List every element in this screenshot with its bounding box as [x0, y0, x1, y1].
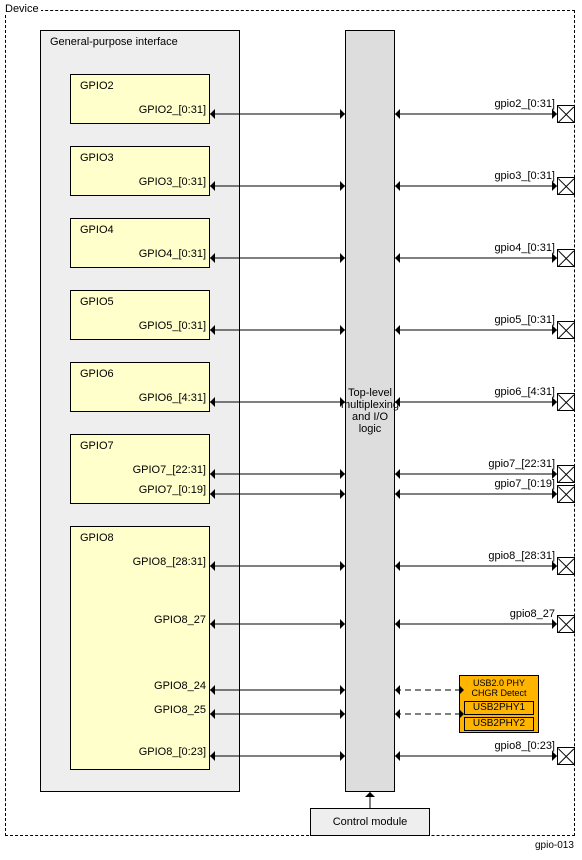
ext-label-3: gpio5_[0:31]	[397, 314, 555, 326]
pad-7	[557, 557, 575, 575]
gpio-title-1: GPIO3	[80, 152, 114, 164]
gpio-signal-6-1: GPIO8_27	[74, 614, 206, 626]
ext-label-7: gpio8_[28:31]	[397, 550, 555, 562]
gpio-title-3: GPIO5	[80, 296, 114, 308]
gpio-title-0: GPIO2	[80, 80, 114, 92]
gpio-signal-6-3: GPIO8_25	[74, 704, 206, 716]
ext-label-4: gpio6_[4:31]	[397, 386, 555, 398]
ext-label-5: gpio7_[22:31]	[397, 458, 555, 470]
pad-0	[557, 105, 575, 123]
gpi-label: General-purpose interface	[50, 36, 178, 48]
gpio-signal-6-2: GPIO8_24	[74, 680, 206, 692]
device-label: Device	[3, 3, 41, 15]
usb-phy2: USB2PHY2	[464, 717, 534, 731]
ext-label-2: gpio4_[0:31]	[397, 242, 555, 254]
pad-3	[557, 321, 575, 339]
usb-phy1: USB2PHY1	[464, 701, 534, 715]
gpio-title-6: GPIO8	[80, 532, 114, 544]
footer-label: gpio-013	[535, 840, 574, 851]
pad-2	[557, 249, 575, 267]
gpio-signal-1-0: GPIO3_[0:31]	[74, 176, 206, 188]
gpio-title-2: GPIO4	[80, 224, 114, 236]
gpio-signal-6-0: GPIO8_[28:31]	[74, 556, 206, 568]
gpio-signal-3-0: GPIO5_[0:31]	[74, 320, 206, 332]
ext-label-11: gpio8_[0:23]	[397, 740, 555, 752]
ext-label-0: gpio2_[0:31]	[397, 98, 555, 110]
gpio-signal-2-0: GPIO4_[0:31]	[74, 248, 206, 260]
gpio-signal-4-0: GPIO6_[4:31]	[74, 392, 206, 404]
pad-1	[557, 177, 575, 195]
gpio-signal-5-1: GPIO7_[0:19]	[74, 484, 206, 496]
gpio-signal-5-0: GPIO7_[22:31]	[74, 464, 206, 476]
usb-title: USB2.0 PHY CHGR Detect	[460, 678, 538, 698]
ext-label-1: gpio3_[0:31]	[397, 170, 555, 182]
pad-8	[557, 615, 575, 633]
control-module: Control module	[310, 808, 430, 836]
gpio-signal-6-4: GPIO8_[0:23]	[74, 746, 206, 758]
pad-11	[557, 747, 575, 765]
ext-label-8: gpio8_27	[397, 608, 555, 620]
pad-4	[557, 393, 575, 411]
ext-label-6: gpio7_[0:19]	[397, 478, 555, 490]
mux-box: Top-level multiplexing and I/O logic	[345, 30, 395, 792]
pad-6	[557, 485, 575, 503]
pad-5	[557, 465, 575, 483]
gpio-title-4: GPIO6	[80, 368, 114, 380]
gpio-signal-0-0: GPIO2_[0:31]	[74, 104, 206, 116]
gpio-title-5: GPIO7	[80, 440, 114, 452]
